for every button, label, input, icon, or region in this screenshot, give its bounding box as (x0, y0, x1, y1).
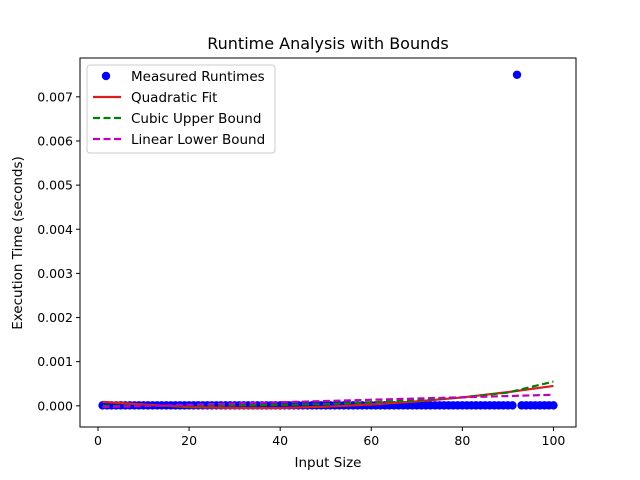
x-axis-title: Input Size (295, 455, 362, 471)
series-line-4 (102, 393, 554, 409)
x-tick-label: 20 (181, 433, 197, 448)
x-tick-label: 60 (363, 433, 379, 448)
x-tick-label: 40 (272, 433, 288, 448)
legend: Measured Runtimes Quadratic Fit Cubic Uppe… (86, 64, 276, 154)
y-tick-label: 0.005 (37, 178, 73, 193)
x-axis-ticks: 0 20 40 60 80 100 (94, 427, 565, 448)
legend-marker (101, 71, 111, 81)
chart-title: Runtime Analysis with Bounds (207, 34, 449, 53)
legend-label: Cubic Upper Bound (131, 111, 261, 127)
legend-label: Quadratic Fit (131, 90, 217, 106)
y-tick-label: 0.003 (37, 266, 73, 281)
series-line-3 (102, 380, 554, 407)
y-tick-label: 0.007 (37, 89, 73, 104)
series-line-2 (102, 384, 554, 410)
y-tick-label: 0.002 (37, 310, 73, 325)
data-point (508, 401, 517, 410)
x-tick-label: 80 (454, 433, 470, 448)
y-axis-ticks: 0.000 0.001 0.002 0.003 0.004 0.005 0.006 0.007 (37, 89, 80, 413)
y-tick-label: 0.000 (37, 398, 73, 413)
y-tick-label: 0.006 (37, 133, 73, 148)
x-tick-label: 0 (94, 433, 102, 448)
y-axis-title: Execution Time (seconds) (10, 156, 26, 330)
legend-frame (86, 64, 276, 154)
y-tick-label: 0.001 (37, 354, 73, 369)
series-layer (98, 70, 558, 410)
legend-label: Measured Runtimes (131, 69, 265, 85)
x-tick-label: 100 (542, 433, 566, 448)
legend-label: Linear Lower Bound (131, 132, 265, 148)
y-tick-label: 0.004 (37, 222, 73, 237)
plot-frame (79, 57, 577, 428)
legend-entries: Measured Runtimes Quadratic Fit Cubic Uppe… (93, 69, 265, 148)
data-point (549, 401, 558, 410)
data-point (512, 70, 522, 79)
